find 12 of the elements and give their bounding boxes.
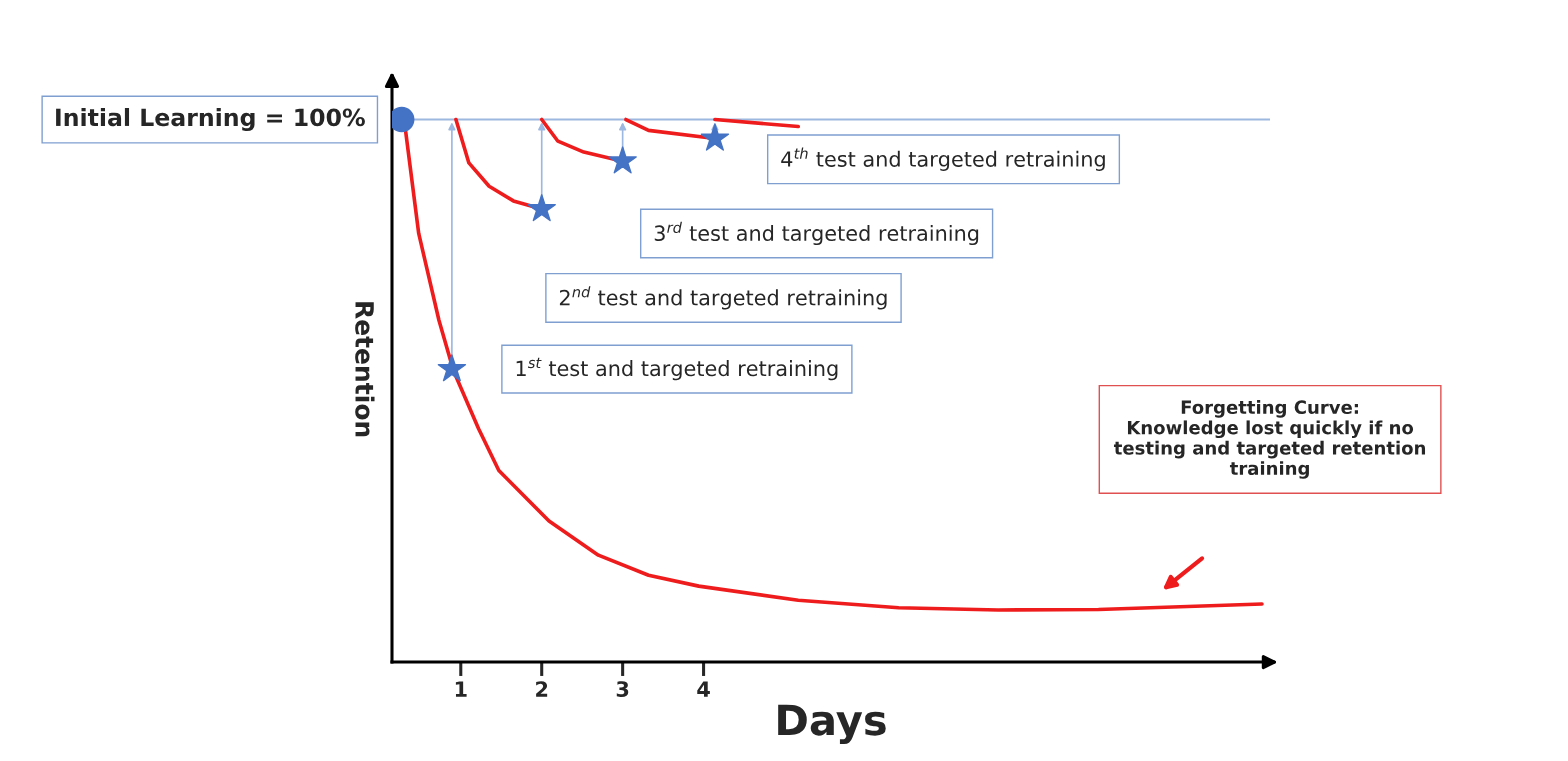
annotation: 1$^{st}$ test and targeted retraining	[516, 357, 838, 381]
annotation: 3$^{rd}$ test and targeted retraining	[654, 221, 979, 246]
ref-line-label: Initial Learning = 100%	[56, 107, 365, 132]
annotation: Forgetting Curve: Knowledge lost quickly if no testing and targeted retention training	[1113, 400, 1426, 479]
x-tick-label: 4	[697, 681, 710, 697]
annotation: 2$^{nd}$ test and targeted retraining	[559, 286, 887, 310]
annotation: 4$^{th}$ test and targeted retraining	[781, 147, 1105, 171]
y-axis-title: Retention	[355, 302, 375, 437]
x-tick-label: 3	[616, 681, 629, 697]
x-tick-label: 1	[455, 681, 467, 697]
x-axis-title: Days	[778, 704, 886, 745]
x-tick-label: 2	[536, 681, 548, 697]
